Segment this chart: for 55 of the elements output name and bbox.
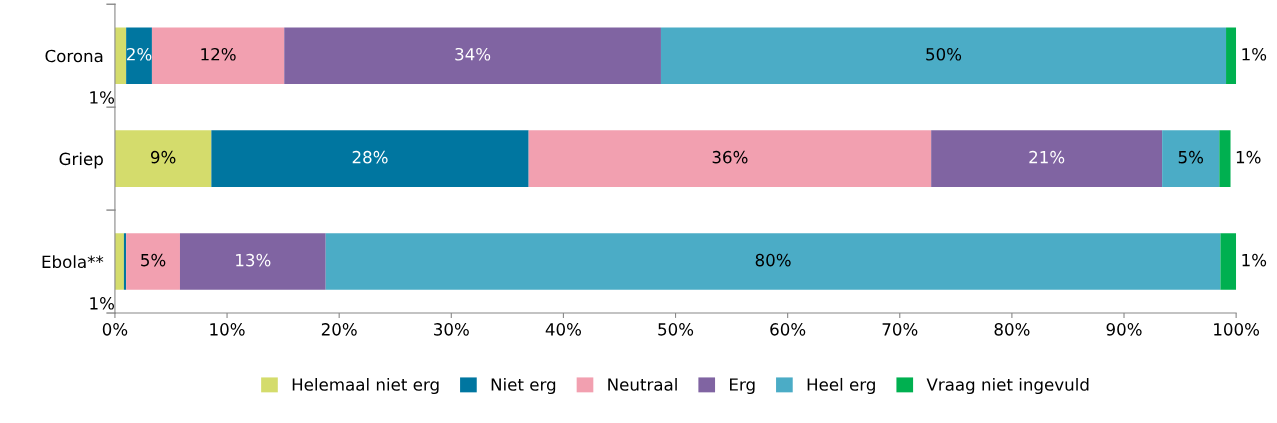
y-tick-label: Ebola** — [42, 255, 104, 269]
data-label: 28% — [352, 150, 388, 164]
data-label: 2% — [127, 47, 152, 61]
legend-label: Niet erg — [491, 377, 556, 395]
bar — [660, 27, 1227, 84]
bar — [126, 27, 152, 84]
x-tick-label: 20% — [321, 323, 357, 336]
data-label: 1% — [1242, 47, 1267, 61]
bar — [325, 233, 1221, 290]
x-tick-label: 80% — [994, 323, 1030, 336]
bar — [211, 130, 529, 187]
x-tick-label: 90% — [1106, 323, 1142, 336]
data-label: 1% — [1236, 150, 1261, 164]
bar — [151, 27, 285, 84]
x-tick-label: 10% — [210, 323, 245, 336]
data-label: 5% — [1178, 150, 1204, 164]
data-label: 80% — [755, 253, 791, 267]
data-label: 1% — [1242, 253, 1267, 267]
data-label: 9% — [150, 150, 176, 164]
x-tick-label: 70% — [882, 323, 918, 336]
bar — [1226, 27, 1237, 84]
data-label: 1% — [90, 297, 115, 310]
data-label: 12% — [201, 47, 236, 61]
y-tick-label: Griep — [59, 152, 103, 169]
bar — [528, 130, 932, 187]
bar — [126, 233, 180, 290]
x-tick-label: 40% — [545, 323, 582, 336]
data-label: 50% — [926, 47, 962, 61]
data-label: 13% — [236, 253, 271, 267]
bar — [931, 130, 1163, 187]
bar — [1219, 130, 1231, 187]
data-label: 34% — [455, 47, 491, 61]
bar — [284, 27, 661, 84]
legend-label: Helemaal niet erg — [292, 377, 439, 395]
bar — [114, 233, 124, 290]
bar — [114, 130, 212, 187]
data-label: 1% — [90, 91, 115, 104]
legend-label: Neutraal — [608, 377, 677, 391]
bar — [1220, 233, 1237, 290]
x-tick-label: 60% — [770, 323, 806, 336]
bar — [123, 233, 127, 290]
data-label: 21% — [1029, 150, 1065, 164]
data-label: 5% — [141, 253, 166, 267]
x-tick-label: 50% — [658, 323, 694, 336]
legend-label: Vraag niet ingevuld — [926, 377, 1089, 395]
bar — [179, 233, 326, 290]
data-label: 36% — [712, 150, 748, 164]
legend-label: Erg — [730, 378, 755, 395]
x-tick-label: 100% — [1214, 323, 1260, 336]
x-tick-label: 0% — [102, 323, 128, 336]
bar — [1162, 130, 1220, 187]
bar — [114, 27, 127, 84]
x-tick-label: 30% — [434, 323, 469, 336]
legend-label: Heel erg — [807, 377, 875, 395]
y-tick-label: Corona — [45, 49, 103, 63]
